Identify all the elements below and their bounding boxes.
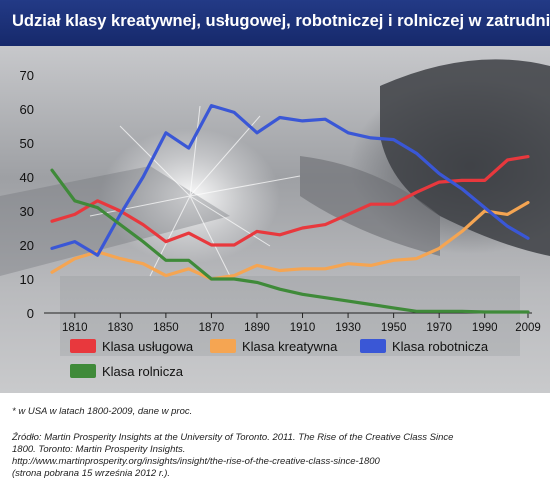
y-tick-label: 0	[27, 306, 34, 321]
series-line-klasa-rolnicza	[50, 168, 530, 314]
y-tick-label: 50	[20, 136, 34, 151]
series-line-klasa-kreatywna	[50, 200, 530, 281]
legend-label: Klasa usługowa	[102, 339, 194, 354]
x-tick-label: 1930	[335, 322, 361, 334]
x-tick-label: 1910	[290, 322, 316, 334]
line-chart: 0 10 20 30 40 50 60 70 1810 1830 1850 1870 1890 1910…	[20, 68, 541, 379]
y-tick-label: 60	[20, 102, 34, 117]
chart-title: Udział klasy kreatywnej, usługowej, robo…	[0, 0, 550, 46]
x-tick-label: 1970	[426, 322, 452, 334]
legend-swatch	[210, 339, 236, 353]
series-line-klasa-robotnicza	[50, 103, 530, 257]
x-tick-label: 1850	[153, 322, 179, 334]
source-url[interactable]: http://www.martinprosperity.org/insights…	[12, 456, 380, 467]
y-tick-label: 10	[20, 272, 34, 287]
legend-label: Klasa kreatywna	[242, 339, 338, 354]
y-tick-label: 40	[20, 170, 34, 185]
x-tick-label: 1890	[244, 322, 270, 334]
x-tick-label: 1950	[381, 322, 407, 334]
series-lines	[50, 103, 530, 314]
x-tick-label: 1830	[108, 322, 134, 334]
legend-swatch	[360, 339, 386, 353]
legend-swatch	[70, 364, 96, 378]
x-tick-label: 1870	[199, 322, 225, 334]
y-tick-label: 20	[20, 238, 34, 253]
series-line-klasa-usługowa	[50, 154, 530, 247]
x-axis: 1810 1830 1850 1870 1890 1910 1930 1950 1970 1990…	[44, 312, 541, 334]
y-tick-label: 70	[20, 68, 34, 83]
footnote: * w USA w latach 1800-2009, dane w proc.	[12, 406, 193, 417]
x-tick-label: 1810	[62, 322, 88, 334]
source-line-4: (strona pobrana 15 września 2012 r.).	[12, 468, 171, 479]
legend-label: Klasa rolnicza	[102, 364, 184, 379]
source-note: Źródło: Martin Prosperity Insights at th…	[12, 432, 542, 480]
source-line-1: Źródło: Martin Prosperity Insights at th…	[12, 432, 454, 443]
legend: Klasa usługowa Klasa kreatywna Klasa robot…	[70, 339, 489, 379]
x-tick-label: 1990	[472, 322, 498, 334]
source-line-2: 1800. Toronto: Martin Prosperity Insight…	[12, 444, 186, 455]
y-tick-label: 30	[20, 204, 34, 219]
y-axis: 0 10 20 30 40 50 60 70	[20, 68, 34, 321]
legend-swatch	[70, 339, 96, 353]
x-tick-label: 2009	[515, 322, 541, 334]
legend-label: Klasa robotnicza	[392, 339, 489, 354]
